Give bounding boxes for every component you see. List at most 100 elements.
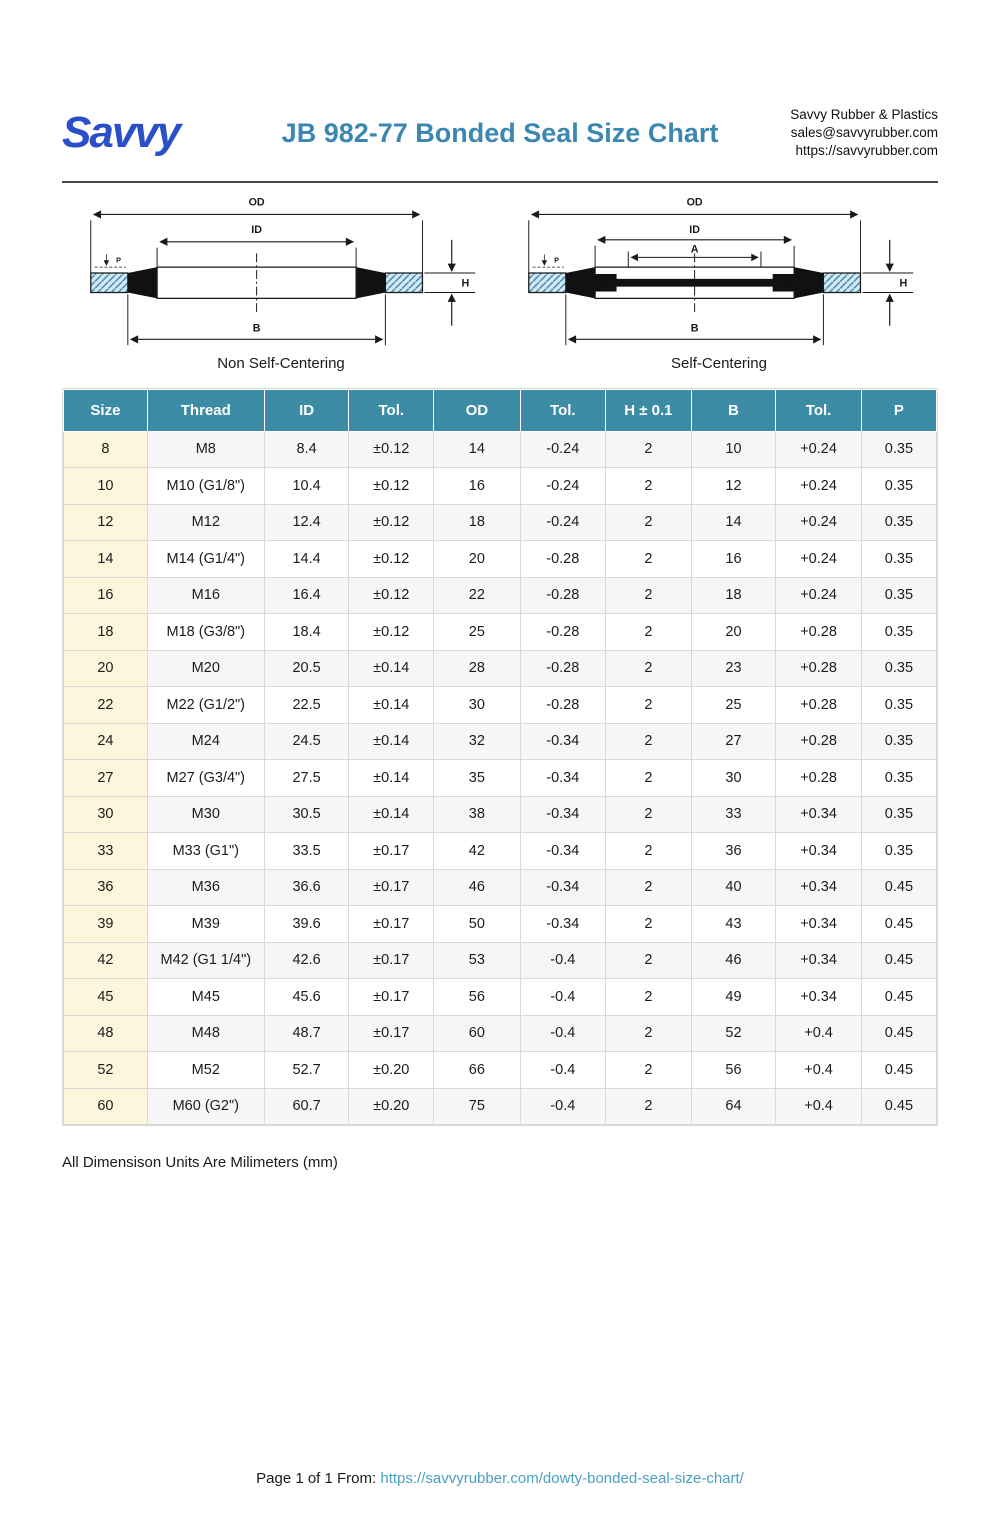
table-cell: 27 (690, 722, 777, 761)
table-row: 27 M27 (G3/4") 27.5 ±0.14 35 -0.34 2 30 +0.28 0.3… (63, 759, 938, 797)
page-header: Savvy JB 982-77 Bonded Seal Size Chart S… (62, 106, 938, 161)
table-cell: 18 (433, 503, 521, 542)
table-cell: -0.24 (519, 503, 607, 542)
table-cell: ±0.17 (348, 978, 435, 1016)
table-cell: 22 (433, 576, 521, 615)
table-cell: 30 (433, 686, 521, 724)
table-cell: M14 (G1/4") (146, 540, 265, 578)
od-label: OD (687, 196, 703, 208)
table-row: 12 M12 12.4 ±0.12 18 -0.24 2 14 +0.24 0.35 (63, 503, 938, 542)
table-cell: -0.34 (519, 722, 607, 761)
table-cell: M10 (G1/8") (146, 467, 265, 505)
table-cell: 2 (605, 649, 692, 688)
company-email: sales@savvyrubber.com (790, 125, 938, 141)
table-cell: -0.28 (519, 613, 607, 651)
company-website: https://savvyrubber.com (795, 143, 938, 159)
table-cell: 36 (690, 832, 777, 870)
table-cell: 42 (433, 832, 521, 870)
column-header: P (860, 388, 938, 432)
table-cell: 2 (605, 503, 692, 542)
company-name: Savvy Rubber & Plastics (790, 107, 938, 122)
table-cell: ±0.20 (348, 1051, 435, 1089)
table-cell: 20 (433, 540, 521, 578)
table-cell: 0.35 (860, 613, 938, 651)
table-cell: +0.34 (775, 978, 862, 1016)
p-label: P (116, 255, 121, 264)
table-cell: M18 (G3/8") (146, 613, 265, 651)
table-cell: 25 (433, 613, 521, 651)
size-cell: 48 (63, 1014, 148, 1053)
table-cell: +0.28 (775, 613, 862, 651)
size-cell: 60 (63, 1087, 148, 1126)
table-row: 20 M20 20.5 ±0.14 28 -0.28 2 23 +0.28 0.35 (63, 649, 938, 688)
table-cell: -0.28 (519, 686, 607, 724)
table-cell: 52 (690, 1014, 777, 1053)
size-cell: 39 (63, 905, 148, 943)
table-cell: +0.24 (775, 540, 862, 578)
table-cell: 18 (690, 576, 777, 615)
column-header: Tol. (348, 388, 435, 432)
h-label: H (462, 277, 470, 289)
size-cell: 16 (63, 576, 148, 615)
table-cell: ±0.17 (348, 832, 435, 870)
table-cell: ±0.17 (348, 1014, 435, 1053)
table-cell: 32 (433, 722, 521, 761)
table-cell: 56 (433, 978, 521, 1016)
b-label: B (253, 322, 261, 334)
table-cell: 2 (605, 540, 692, 578)
table-cell: 8.4 (263, 430, 350, 469)
source-link[interactable]: https://savvyrubber.com/dowty-bonded-sea… (380, 1470, 744, 1487)
table-cell: 10 (690, 430, 777, 469)
table-cell: 22.5 (263, 686, 350, 724)
table-cell: 50 (433, 905, 521, 943)
table-cell: +0.4 (775, 1051, 862, 1089)
table-cell: 2 (605, 686, 692, 724)
table-cell: 2 (605, 613, 692, 651)
table-cell: 14.4 (263, 540, 350, 578)
non-self-centering-figure: OD ID (81, 193, 481, 372)
table-cell: 2 (605, 795, 692, 834)
size-cell: 24 (63, 722, 148, 761)
table-cell: M24 (146, 722, 265, 761)
table-cell: 28 (433, 649, 521, 688)
table-row: 52 M52 52.7 ±0.20 66 -0.4 2 56 +0.4 0.45 (63, 1051, 938, 1089)
table-cell: +0.4 (775, 1087, 862, 1126)
table-cell: 0.35 (860, 503, 938, 542)
size-cell: 36 (63, 868, 148, 907)
table-cell: 33 (690, 795, 777, 834)
table-row: 45 M45 45.6 ±0.17 56 -0.4 2 49 +0.34 0.45 (63, 978, 938, 1016)
table-cell: -0.34 (519, 868, 607, 907)
column-header: Thread (146, 388, 265, 432)
table-cell: 0.45 (860, 1014, 938, 1053)
page-info: Page 1 of 1 From: (256, 1470, 377, 1487)
table-cell: 20 (690, 613, 777, 651)
table-cell: M39 (146, 905, 265, 943)
non-self-centering-diagram: OD ID (90, 196, 476, 345)
table-cell: -0.28 (519, 540, 607, 578)
table-cell: 0.45 (860, 1087, 938, 1126)
table-cell: ±0.20 (348, 1087, 435, 1126)
table-cell: 2 (605, 868, 692, 907)
table-cell: 2 (605, 576, 692, 615)
table-header-row: Size Thread ID Tol. OD Tol. H ± 0.1 B Tol. P (63, 388, 938, 432)
table-cell: M16 (146, 576, 265, 615)
table-row: 36 M36 36.6 ±0.17 46 -0.34 2 40 +0.34 0.45 (63, 868, 938, 907)
table-cell: ±0.14 (348, 759, 435, 797)
table-cell: M42 (G1 1/4") (146, 941, 265, 980)
savvy-logo: Savvy (62, 108, 181, 158)
table-cell: 2 (605, 832, 692, 870)
size-chart-table: Size Thread ID Tol. OD Tol. H ± 0.1 B Tol. P 8 M8 8… (63, 388, 938, 1126)
table-cell: ±0.17 (348, 868, 435, 907)
table-cell: 2 (605, 978, 692, 1016)
table-cell: +0.34 (775, 832, 862, 870)
table-cell: 0.35 (860, 722, 938, 761)
size-cell: 12 (63, 503, 148, 542)
table-cell: -0.24 (519, 430, 607, 469)
column-header: Size (63, 388, 148, 432)
id-label: ID (689, 224, 700, 236)
table-cell: +0.24 (775, 576, 862, 615)
table-cell: 40 (690, 868, 777, 907)
table-row: 24 M24 24.5 ±0.14 32 -0.34 2 27 +0.28 0.35 (63, 722, 938, 761)
table-cell: 0.45 (860, 905, 938, 943)
table-cell: -0.34 (519, 759, 607, 797)
